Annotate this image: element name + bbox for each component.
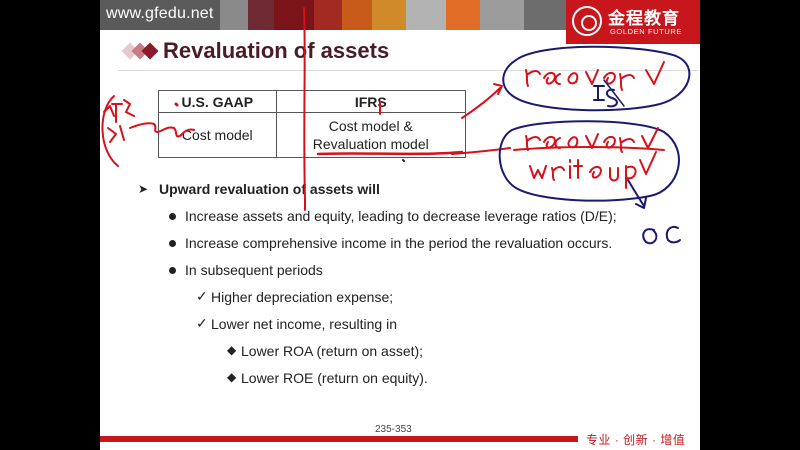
table-header-usgaap: U.S. GAAP bbox=[158, 89, 277, 114]
checkmark-icon: ✓ bbox=[196, 315, 208, 331]
table-row: Cost model Cost model & Revaluation mode… bbox=[158, 112, 467, 158]
page-number: 235-353 bbox=[375, 424, 412, 435]
bullet-dot-icon bbox=[169, 240, 176, 247]
list-item: In subsequent periods bbox=[185, 262, 323, 278]
diamond-bullet-icon: ◆ bbox=[227, 343, 237, 357]
bullet-dot-icon bbox=[169, 213, 176, 220]
diamond-bullet-icon: ◆ bbox=[227, 370, 237, 384]
section-heading: Upward revaluation of assets will bbox=[159, 181, 380, 197]
list-item: Higher depreciation expense; bbox=[211, 289, 394, 305]
comparison-table: U.S. GAAP IFRS Cost model Cost model & R… bbox=[158, 89, 467, 158]
footer-bar bbox=[100, 436, 700, 442]
footer-slogan-box: 专业 · 创新 · 增值 bbox=[578, 428, 700, 450]
table-header-row: U.S. GAAP IFRS bbox=[158, 89, 467, 114]
list-item: Lower net income, resulting in bbox=[211, 316, 397, 332]
logo-english-name: GOLDEN FUTURE bbox=[610, 27, 682, 36]
site-url[interactable]: www.gfedu.net bbox=[106, 5, 214, 22]
table-cell-usgaap: Cost model bbox=[158, 112, 277, 158]
table-cell-ifrs: Cost model & Revaluation model bbox=[275, 112, 467, 158]
logo-seal-icon bbox=[572, 6, 602, 36]
title-divider bbox=[118, 70, 698, 71]
footer-slogan: 专业 · 创新 · 增值 bbox=[586, 433, 686, 447]
bullet-arrow-icon: ➤ bbox=[138, 182, 149, 196]
list-item: Increase assets and equity, leading to d… bbox=[185, 208, 617, 224]
list-item: Lower ROA (return on asset); bbox=[241, 343, 424, 359]
page-title: Revaluation of assets bbox=[163, 38, 390, 63]
usgaap-model: Cost model bbox=[181, 127, 253, 144]
title-diamond-icon bbox=[121, 42, 158, 60]
slide: www.gfedu.net 金程教育 GOLDEN FUTURE Revalua… bbox=[100, 0, 700, 450]
ifrs-model-line1: Cost model & bbox=[328, 118, 413, 135]
table-header-ifrs: IFRS bbox=[275, 89, 467, 114]
bullet-dot-icon bbox=[169, 267, 176, 274]
list-item: Increase comprehensive income in the per… bbox=[185, 235, 613, 251]
logo-chinese-name: 金程教育 bbox=[608, 9, 680, 28]
brand-logo: 金程教育 GOLDEN FUTURE bbox=[566, 0, 700, 44]
checkmark-icon: ✓ bbox=[196, 288, 208, 304]
list-item: Lower ROE (return on equity). bbox=[241, 370, 428, 386]
ifrs-model-line2: Revaluation model bbox=[312, 136, 429, 153]
